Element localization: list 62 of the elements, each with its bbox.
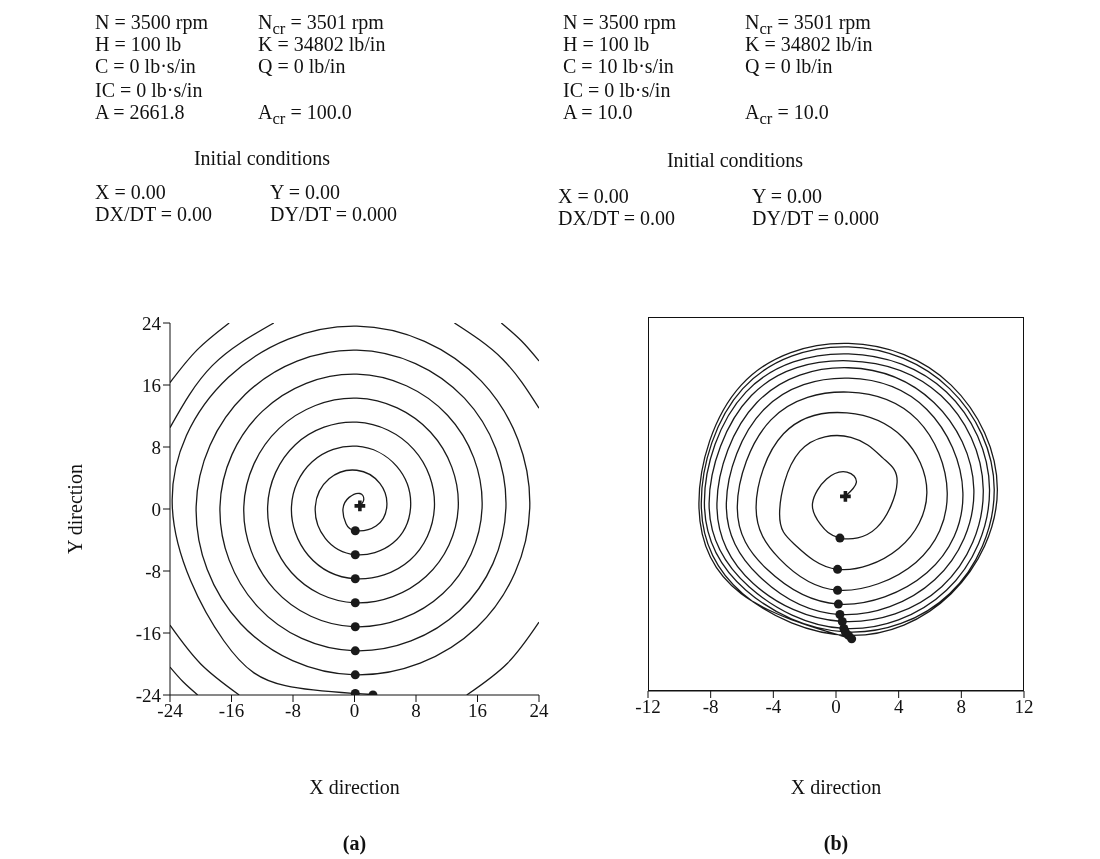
- point: [833, 585, 843, 595]
- text: C = 0 lb·s/in: [95, 54, 196, 78]
- x-tick-label: 24: [529, 700, 549, 722]
- point: [847, 634, 857, 644]
- point: [350, 550, 360, 560]
- point: [835, 533, 845, 543]
- x-tick-label: -8: [285, 700, 301, 722]
- x-tick-label: 4: [893, 696, 904, 718]
- point: [350, 526, 360, 536]
- x-tick-label: -12: [635, 696, 661, 718]
- text: N = 3500 rpm: [95, 10, 208, 34]
- text: X = 0.00: [95, 180, 166, 204]
- text: DX/DT = 0.00: [95, 202, 213, 226]
- text: H = 100 lb: [563, 33, 650, 56]
- text: IC = 0 lb·s/in: [95, 78, 203, 102]
- x-tick-label: 8: [411, 700, 421, 722]
- x-tick-label: -4: [765, 696, 782, 718]
- x-tick-label: 8: [956, 696, 967, 718]
- text: IC = 0 lb·s/in: [563, 78, 671, 102]
- text: A = 2661.8: [95, 100, 185, 124]
- point: [350, 646, 360, 656]
- point: [350, 622, 360, 632]
- text: Q = 0 lb/in: [745, 54, 833, 78]
- text: DY/DT = 0.000: [270, 202, 398, 226]
- text: H = 100 lb: [95, 33, 182, 56]
- text: Initial conditions: [192, 146, 332, 170]
- text: Q = 0 lb/in: [258, 54, 346, 78]
- text: A = 10.0: [563, 100, 633, 124]
- x-tick-label: 0: [349, 700, 360, 722]
- point: [350, 670, 360, 680]
- point: [833, 599, 843, 609]
- x-tick-label: -16: [218, 700, 245, 722]
- y-axis-title: Y direction: [63, 463, 87, 556]
- point: [833, 564, 843, 574]
- point: [350, 574, 360, 584]
- text: Initial conditions: [665, 148, 805, 172]
- x-tick-label: 0: [831, 696, 841, 718]
- y-tick-label: 16: [142, 374, 161, 396]
- y-tick-label: 8: [151, 436, 161, 458]
- y-tick-label: 0: [151, 498, 161, 520]
- text: A$_{cr}$ = 10.0: [745, 100, 829, 130]
- text: X = 0.00: [558, 184, 629, 208]
- x-tick-label: 16: [468, 700, 487, 722]
- x-tick-label: 12: [1014, 696, 1034, 718]
- text: (b): [822, 831, 850, 855]
- text: C = 10 lb·s/in: [563, 54, 674, 78]
- point: [350, 688, 360, 695]
- text: DY/DT = 0.000: [752, 206, 880, 230]
- text: DX/DT = 0.00: [558, 206, 676, 230]
- text: A$_{cr}$ = 100.0: [258, 100, 352, 130]
- text: (a): [341, 831, 368, 855]
- point: [354, 500, 366, 512]
- y-tick-label: 24: [142, 312, 162, 334]
- y-tick-label: -16: [135, 622, 161, 644]
- y-tick-label: -8: [145, 560, 161, 582]
- x-tick-label: -8: [702, 696, 719, 718]
- x-axis-title: X direction: [789, 775, 883, 799]
- text: Y = 0.00: [270, 180, 340, 204]
- x-axis-title: X direction: [308, 775, 401, 799]
- text: Y = 0.00: [752, 184, 822, 208]
- point: [350, 598, 360, 608]
- text: N = 3500 rpm: [563, 10, 676, 34]
